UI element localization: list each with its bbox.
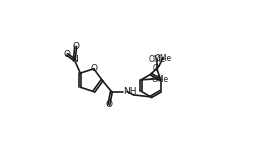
Text: OMe: OMe (148, 55, 165, 64)
Text: NH: NH (124, 87, 137, 96)
Text: O: O (153, 64, 159, 73)
Text: OMe: OMe (154, 54, 171, 63)
Text: O: O (90, 64, 97, 73)
Text: N: N (71, 55, 78, 64)
Text: OMe: OMe (151, 75, 168, 84)
Text: O: O (63, 50, 70, 59)
Text: O: O (72, 42, 79, 51)
Text: O: O (105, 100, 112, 109)
